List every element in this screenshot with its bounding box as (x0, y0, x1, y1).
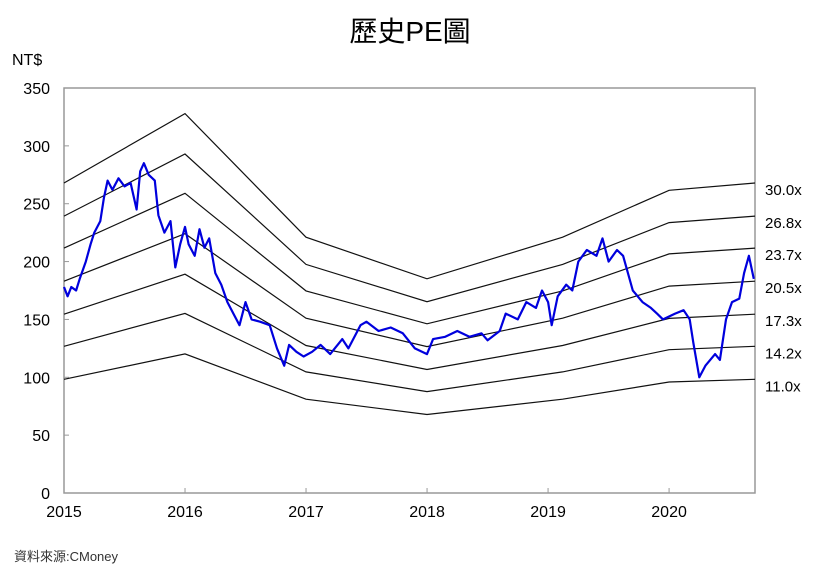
y-tick-label: 350 (23, 81, 50, 98)
y-axis-unit: NT$ (12, 52, 43, 69)
pe-band-label: 11.0x (765, 378, 801, 395)
pe-band-label: 20.5x (765, 280, 802, 297)
y-tick-label: 50 (32, 428, 50, 445)
pe-band-label: 17.3x (765, 313, 802, 330)
pe-band-label: 26.8x (765, 215, 802, 232)
x-tick-label: 2016 (167, 504, 203, 521)
pe-band-label: 30.0x (765, 182, 802, 199)
pe-band-label: 14.2x (765, 345, 802, 362)
x-tick-label: 2017 (288, 504, 324, 521)
plot-frame (63, 87, 756, 494)
y-tick-label: 150 (23, 312, 50, 329)
y-tick-label: 100 (23, 370, 50, 387)
price-line (62, 162, 755, 379)
y-tick-label: 250 (23, 197, 50, 214)
source-note: 資料來源:CMoney (14, 549, 119, 564)
pe-band-line-26.8x (63, 153, 756, 303)
y-tick-label: 300 (23, 139, 50, 156)
pe-band-line-30.0x (63, 112, 756, 280)
y-tick-label: 0 (41, 486, 50, 503)
pe-band-line-14.2x (63, 312, 756, 393)
y-tick-label: 200 (23, 255, 50, 272)
x-tick-label: 2019 (530, 504, 566, 521)
x-tick-label: 2018 (409, 504, 445, 521)
chart-title: 歷史PE圖 (349, 16, 471, 47)
pe-band-line-11.0x (63, 353, 756, 416)
x-tick-label: 2020 (651, 504, 687, 521)
pe-band-label: 23.7x (765, 247, 802, 264)
x-tick-label: 2015 (46, 504, 82, 521)
pe-band-line-17.3x (63, 273, 756, 371)
pe-band-line-23.7x (63, 192, 756, 325)
pe-band-line-20.5x (63, 233, 756, 348)
